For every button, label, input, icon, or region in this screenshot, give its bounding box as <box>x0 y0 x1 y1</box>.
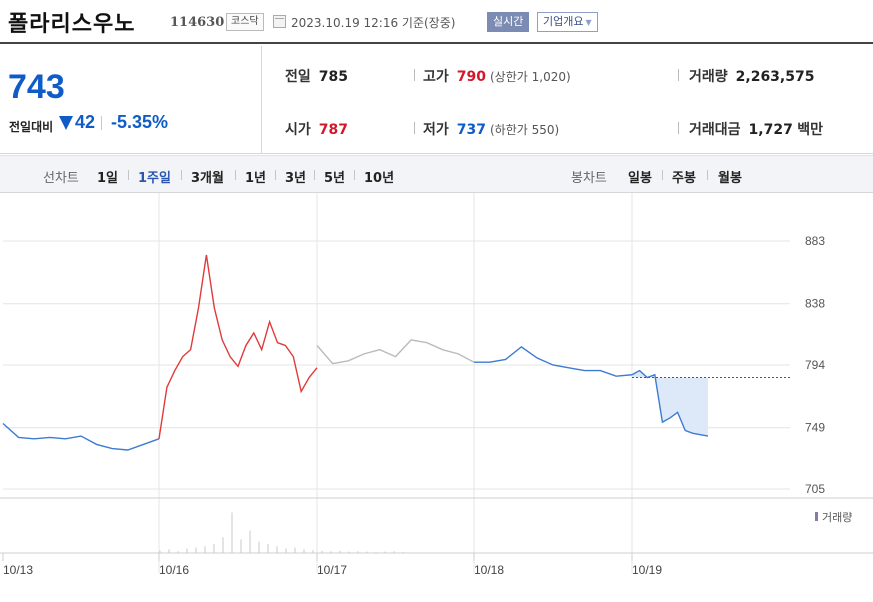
divider <box>662 170 663 180</box>
price-line-10/19 <box>631 369 709 437</box>
divider <box>707 170 708 180</box>
company-overview-button[interactable]: 기업개요 ▼ <box>537 12 598 32</box>
timestamp: 2023.10.19 12:16 기준(장중) <box>291 16 456 30</box>
divider <box>101 116 102 130</box>
current-price-box: 743 전일대비 42 -5.35% <box>0 46 262 154</box>
x-axis: 10/13 10/16 10/17 10/18 10/19 <box>2 553 662 577</box>
divider <box>414 69 415 81</box>
volume-panel: 거래량 <box>0 497 873 554</box>
change-label: 전일대비 <box>9 120 54 134</box>
candle-monthly[interactable]: 월봉 <box>718 171 742 186</box>
y-tick-label: 705 <box>805 482 825 496</box>
candle-chart-label: 봉차트 <box>571 171 607 186</box>
volume-legend-swatch <box>815 512 818 521</box>
period-10y[interactable]: 10년 <box>364 171 395 186</box>
y-tick-label: 883 <box>805 234 825 248</box>
company-overview-label: 기업개요 <box>543 15 584 28</box>
change-percent: -5.35% <box>111 112 169 132</box>
y-tick-label: 794 <box>805 358 825 372</box>
low-value: 737 <box>456 122 486 138</box>
divider <box>314 170 315 180</box>
series-layer <box>2 254 709 451</box>
price-line-10/17 <box>316 339 475 365</box>
x-tick-label: 10/17 <box>317 563 347 577</box>
volume-legend-label: 거래량 <box>822 511 852 524</box>
reference-layer <box>632 370 790 437</box>
period-1w[interactable]: 1주일 <box>138 171 171 186</box>
down-arrow-icon <box>59 116 73 130</box>
chevron-down-icon: ▼ <box>585 18 592 27</box>
high-value: 790 <box>456 69 486 85</box>
volume-value: 2,263,575 <box>735 69 815 85</box>
lower-limit: (하한가 550) <box>490 123 560 137</box>
high-label: 고가 <box>423 69 449 85</box>
low-stat: 저가 737 (하한가 550) <box>423 119 559 139</box>
market-badge: 코스닥 <box>226 13 264 31</box>
y-tick-label: 749 <box>805 421 825 435</box>
y-tick-label: 838 <box>805 297 825 311</box>
price-line-10/13 <box>2 422 160 451</box>
price-summary: 743 전일대비 42 -5.35% 전일 785 고가 790 (상한가 1,020… <box>0 46 873 154</box>
volume-label: 거래량 <box>689 69 728 85</box>
chart-grid <box>3 193 790 573</box>
candle-daily[interactable]: 일봉 <box>628 171 652 186</box>
divider <box>354 170 355 180</box>
x-tick-label: 10/13 <box>3 563 33 577</box>
low-label: 저가 <box>423 122 449 138</box>
stock-name: 폴라리스우노 <box>8 12 136 37</box>
price-line-10/16 <box>158 254 318 439</box>
line-chart-label: 선차트 <box>43 171 79 186</box>
divider <box>414 122 415 134</box>
divider <box>678 69 679 81</box>
x-tick-label: 10/18 <box>474 563 504 577</box>
upper-limit: (상한가 1,020) <box>490 70 571 84</box>
trade-value-label: 거래대금 <box>689 122 741 138</box>
stock-header: 폴라리스우노 114630 코스닥 2023.10.19 12:16 기준(장중… <box>0 0 873 44</box>
stock-code: 114630 <box>170 15 225 30</box>
period-3m[interactable]: 3개월 <box>191 171 224 186</box>
open-stat: 시가 787 <box>285 119 348 139</box>
prev-close-stat: 전일 785 <box>285 66 348 86</box>
price-line-10/18 <box>474 346 633 377</box>
chart-toolbar: 선차트 1일 1주일 3개월 1년 3년 5년 10년 봉차트 일봉 주봉 월봉 <box>0 155 873 193</box>
prev-close-value: 785 <box>318 69 348 85</box>
divider <box>275 170 276 180</box>
divider <box>181 170 182 180</box>
period-3y[interactable]: 3년 <box>285 171 307 186</box>
open-label: 시가 <box>285 122 311 138</box>
divider <box>678 122 679 134</box>
calendar-icon <box>273 15 286 28</box>
realtime-button[interactable]: 실시간 <box>487 12 530 32</box>
divider <box>128 170 129 180</box>
trade-value-stat: 거래대금 1,727 백만 <box>689 119 823 139</box>
period-1d[interactable]: 1일 <box>97 171 119 186</box>
divider <box>235 170 236 180</box>
period-5y[interactable]: 5년 <box>324 171 346 186</box>
trade-value-unit: 백만 <box>797 122 824 138</box>
change-value: 42 <box>75 112 96 132</box>
current-price: 743 <box>8 68 65 106</box>
prev-close-label: 전일 <box>285 69 311 85</box>
high-stat: 고가 790 (상한가 1,020) <box>423 66 571 86</box>
candle-weekly[interactable]: 주봉 <box>672 171 696 186</box>
y-axis: 705 749 794 838 883 <box>805 234 825 496</box>
chart-background <box>0 193 873 602</box>
price-chart: 705 749 794 838 883 거래량 10/13 10/16 10/17 10/18… <box>0 193 873 602</box>
decline-fill-area <box>632 370 708 437</box>
trade-value: 1,727 <box>748 122 793 138</box>
open-value: 787 <box>318 122 348 138</box>
x-tick-label: 10/16 <box>159 563 189 577</box>
x-tick-label: 10/19 <box>632 563 662 577</box>
volume-stat: 거래량 2,263,575 <box>689 66 814 86</box>
period-1y[interactable]: 1년 <box>245 171 267 186</box>
